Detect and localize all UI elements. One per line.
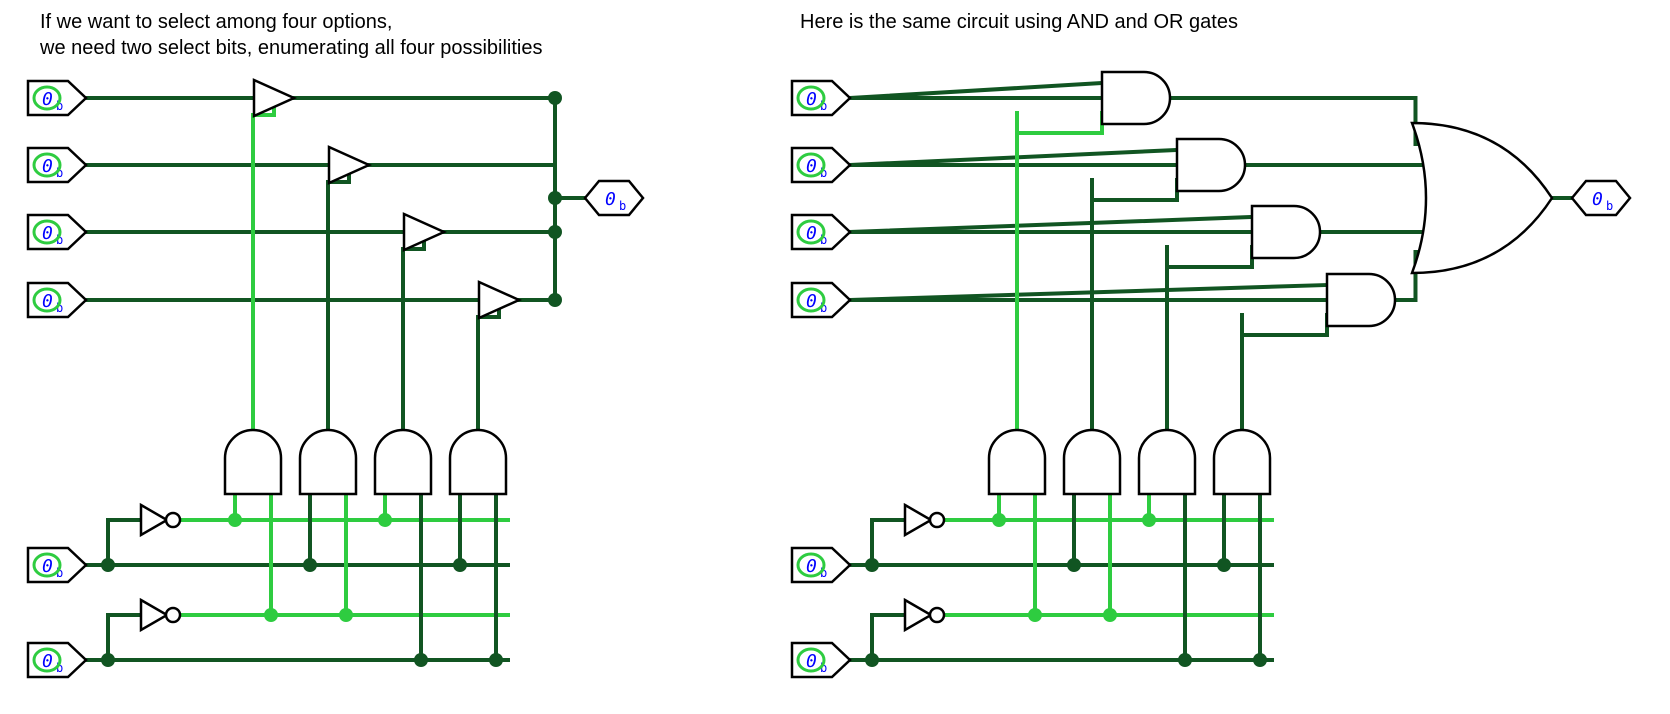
decode-and-0 [225,430,281,494]
data-input-3[interactable]: 0b [792,283,850,317]
not-gate-s0 [141,505,180,535]
svg-text:0: 0 [42,556,53,577]
and-gate-3 [1327,274,1395,326]
decode-and-2 [375,430,431,494]
svg-text:0: 0 [1592,189,1603,210]
svg-text:0: 0 [42,89,53,110]
data-input-0[interactable]: 0b [792,81,850,115]
decode-and-1 [1064,430,1120,494]
svg-text:b: b [619,199,626,213]
decode-and-1 [300,430,356,494]
select-input-0[interactable]: 0b [28,548,86,582]
output-pin: 0b [1572,181,1630,215]
select-input-1[interactable]: 0b [792,643,850,677]
data-input-2[interactable]: 0b [28,215,86,249]
decode-and-3 [450,430,506,494]
decode-and-2 [1139,430,1195,494]
svg-text:0: 0 [806,156,817,177]
gates: 0b0b0b0b0b0b0b [28,80,643,677]
not-gate-s1 [905,600,944,630]
svg-text:0: 0 [806,89,817,110]
select-input-0[interactable]: 0b [792,548,850,582]
svg-text:0: 0 [42,223,53,244]
caption-left-1: If we want to select among four options, [40,11,392,33]
not-gate-s0 [905,505,944,535]
data-input-1[interactable]: 0b [28,148,86,182]
caption-left-2: we need two select bits, enumerating all… [39,37,542,59]
svg-text:b: b [1606,199,1613,213]
decode-and-0 [989,430,1045,494]
left-circuit: 0b0b0b0b0b0b0b [28,80,643,677]
decode-and-3 [1214,430,1270,494]
not-gate-s1 [141,600,180,630]
data-input-3[interactable]: 0b [28,283,86,317]
select-input-1[interactable]: 0b [28,643,86,677]
svg-text:0: 0 [42,156,53,177]
and-gate-0 [1102,72,1170,124]
svg-text:0: 0 [806,651,817,672]
data-input-1[interactable]: 0b [792,148,850,182]
or-gate [1412,123,1552,273]
svg-text:0: 0 [806,556,817,577]
svg-text:0: 0 [806,223,817,244]
and-gate-1 [1177,139,1245,191]
caption-right: Here is the same circuit using AND and O… [800,11,1238,33]
svg-text:0: 0 [42,291,53,312]
svg-text:0: 0 [605,189,616,210]
data-input-0[interactable]: 0b [28,81,86,115]
svg-text:0: 0 [806,291,817,312]
svg-text:0: 0 [42,651,53,672]
and-gate-2 [1252,206,1320,258]
output-pin: 0b [585,181,643,215]
right-circuit: 0b0b0b0b0b0b0b [792,72,1630,677]
data-input-2[interactable]: 0b [792,215,850,249]
